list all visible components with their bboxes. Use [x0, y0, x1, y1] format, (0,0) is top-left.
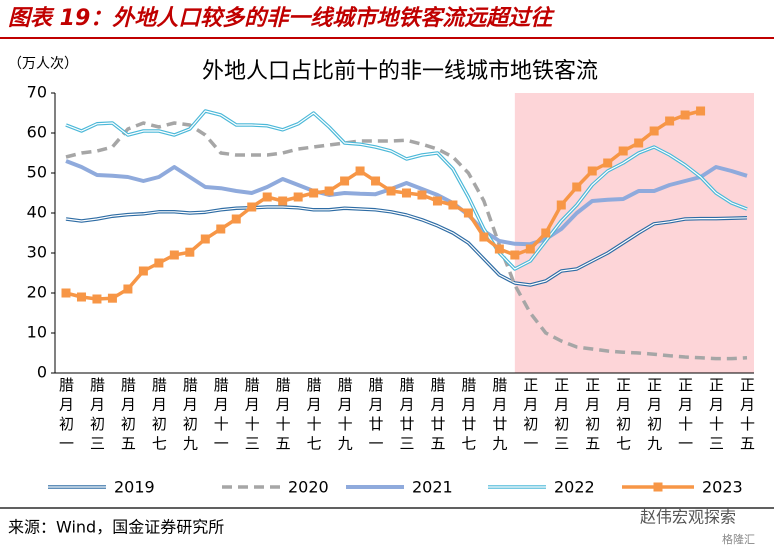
x-tick-label: 腊月廿三: [397, 377, 416, 455]
x-tick-label: 腊月初五: [118, 377, 137, 455]
series-marker: [680, 110, 690, 120]
legend-label: 2023: [702, 478, 743, 497]
series-line: [65, 121, 748, 361]
series-marker: [541, 228, 551, 238]
x-tick-label: 腊月廿七: [459, 377, 478, 455]
series-marker: [649, 126, 659, 136]
x-tick-label: 正月初一: [521, 377, 540, 455]
legend-label: 2022: [554, 478, 595, 497]
x-tick-label: 正月十五: [738, 377, 756, 455]
series-marker: [309, 188, 319, 198]
series-marker: [154, 258, 164, 268]
series-marker: [479, 232, 489, 242]
series-marker: [340, 176, 350, 186]
series-marker: [556, 200, 566, 210]
brand: 格隆汇: [722, 532, 755, 546]
x-tick-label: 正月初五: [583, 377, 602, 455]
source: 来源：Wind，国金证券研究所: [8, 518, 224, 537]
x-tick-label: 腊月初三: [87, 377, 106, 455]
series-marker: [76, 292, 86, 302]
y-tick-label: 10: [27, 323, 47, 342]
x-tick-label: 腊月廿一: [366, 377, 385, 455]
series-marker: [432, 196, 442, 206]
series-marker: [665, 116, 675, 126]
y-tick-label: 20: [27, 283, 47, 302]
series-marker: [386, 186, 396, 196]
y-tick-label: 60: [27, 123, 47, 142]
series-line-inner: [65, 110, 748, 270]
series-marker: [123, 284, 133, 294]
legend-label: 2019: [114, 478, 155, 497]
x-tick-label: 腊月初一: [57, 377, 75, 455]
series-marker: [402, 188, 411, 198]
series-marker: [324, 186, 334, 196]
y-tick-label: 30: [27, 243, 47, 262]
series-marker: [525, 244, 535, 254]
series-marker: [107, 293, 117, 303]
y-tick-label: 50: [27, 163, 47, 182]
series-marker: [138, 266, 148, 276]
series-marker: [278, 196, 288, 206]
chart-title: 外地人口占比前十的非一线城市地铁客流: [202, 59, 598, 84]
series-marker: [200, 234, 210, 244]
series-marker: [696, 106, 706, 116]
series-marker: [603, 158, 613, 168]
series-line: [65, 159, 748, 247]
series-marker: [417, 190, 427, 200]
series-marker: [634, 138, 644, 148]
series-marker: [293, 192, 303, 202]
series-marker: [185, 247, 195, 257]
x-tick-label: 腊月十七: [304, 377, 323, 455]
legend-marker: [653, 482, 663, 492]
series-marker: [371, 176, 381, 186]
legend-label: 2021: [412, 478, 453, 497]
series-marker: [169, 250, 179, 260]
series-marker: [618, 146, 628, 156]
series-marker: [61, 288, 71, 298]
series-marker: [216, 224, 226, 234]
x-tick-label: 腊月初七: [149, 377, 168, 455]
x-tick-label: 腊月十五: [273, 377, 292, 455]
series-line-inner: [65, 206, 748, 286]
series-marker: [247, 202, 257, 212]
page-title: 图表 19：外地人口较多的非一线城市地铁客流远超过往: [8, 5, 555, 31]
series-marker: [231, 214, 241, 224]
y-tick-label: 0: [37, 363, 47, 382]
x-tick-label: 腊月十一: [211, 377, 230, 455]
y-axis-label: （万人次）: [8, 56, 78, 72]
x-tick-label: 正月初三: [552, 377, 571, 455]
series-marker: [510, 250, 520, 260]
series-marker: [92, 294, 102, 304]
x-tick-label: 正月十三: [707, 377, 726, 455]
x-tick-label: 腊月廿九: [490, 377, 509, 455]
x-tick-label: 正月十一: [676, 377, 695, 455]
watermark: 赵伟宏观探索: [640, 508, 736, 527]
series-marker: [355, 166, 365, 176]
series-marker: [463, 208, 473, 218]
series-marker: [262, 192, 272, 202]
x-tick-label: 腊月初九: [180, 377, 199, 455]
series-marker: [494, 244, 504, 254]
x-tick-label: 腊月十三: [242, 377, 261, 455]
series-marker: [448, 200, 458, 210]
series-marker: [587, 166, 597, 176]
series-marker: [572, 182, 582, 192]
y-tick-label: 40: [27, 203, 47, 222]
x-tick-label: 正月初七: [614, 377, 633, 455]
x-tick-label: 正月初九: [645, 377, 664, 455]
x-tick-label: 腊月廿五: [428, 377, 447, 455]
x-tick-label: 腊月十九: [335, 377, 354, 455]
legend-label: 2020: [288, 478, 329, 497]
y-tick-label: 70: [27, 83, 47, 102]
